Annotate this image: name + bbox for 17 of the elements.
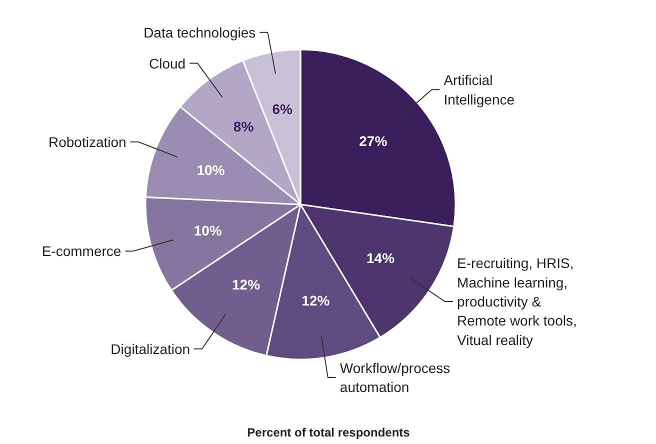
slice-label: Digitalization xyxy=(110,340,190,357)
data-label: 12% xyxy=(232,276,261,292)
slice-label: Data technologies xyxy=(144,24,256,40)
data-label: 27% xyxy=(359,132,388,149)
data-label: 10% xyxy=(194,222,222,238)
slice-label: Cloud xyxy=(148,55,186,72)
data-label: 6% xyxy=(272,101,293,118)
data-label: 10% xyxy=(196,162,226,178)
slice-label: Artificial Intelligence xyxy=(444,72,515,108)
data-label: 12% xyxy=(302,292,330,308)
data-label: 14% xyxy=(366,250,396,266)
slice-label: Workflow/process automation xyxy=(340,360,450,396)
slice-label: E-commerce xyxy=(42,243,122,260)
text: Percent of total respondents xyxy=(247,426,410,440)
data-label: 8% xyxy=(233,118,254,134)
slice-label: Robotization xyxy=(48,134,126,150)
slice-label: E-recruiting, HRIS, Machine learning, productivity & Remote work tools, Vitual reality xyxy=(457,255,577,348)
